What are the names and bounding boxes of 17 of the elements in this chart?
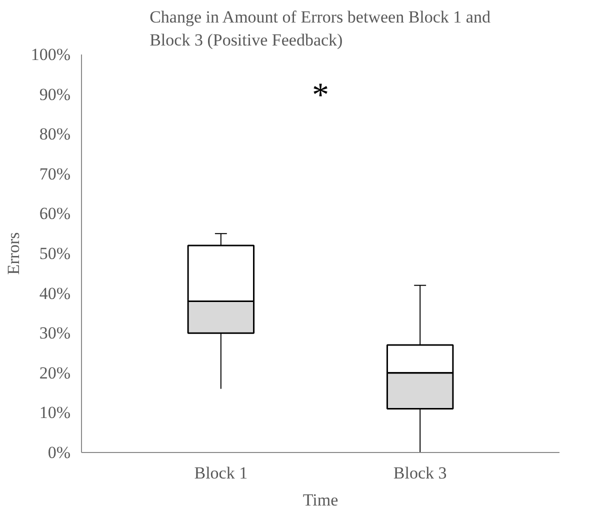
y-tick-label: 10% [39, 403, 71, 422]
x-tick-label: Block 1 [194, 464, 248, 482]
y-tick-label: 80% [39, 124, 71, 144]
y-tick-label: 70% [39, 164, 71, 184]
annotation: * [312, 77, 329, 114]
y-tick-label: 30% [39, 324, 71, 343]
x-axis-title: Time [302, 490, 338, 510]
y-tick-label: 50% [39, 244, 71, 263]
y-tick-label: 90% [39, 84, 71, 104]
x-tick-label: Block 3 [393, 464, 447, 482]
y-tick-label: 40% [39, 284, 71, 303]
y-tick-label: 60% [39, 204, 71, 224]
chart-title: Change in Amount of Errors between Block 1 and Block 3 (Positive Feedback) [150, 8, 491, 50]
y-tick-label: 0% [48, 443, 71, 462]
y-tick-label: 100% [30, 45, 71, 64]
y-tick-label: 20% [39, 363, 71, 382]
y-axis-title: Errors [4, 232, 23, 275]
